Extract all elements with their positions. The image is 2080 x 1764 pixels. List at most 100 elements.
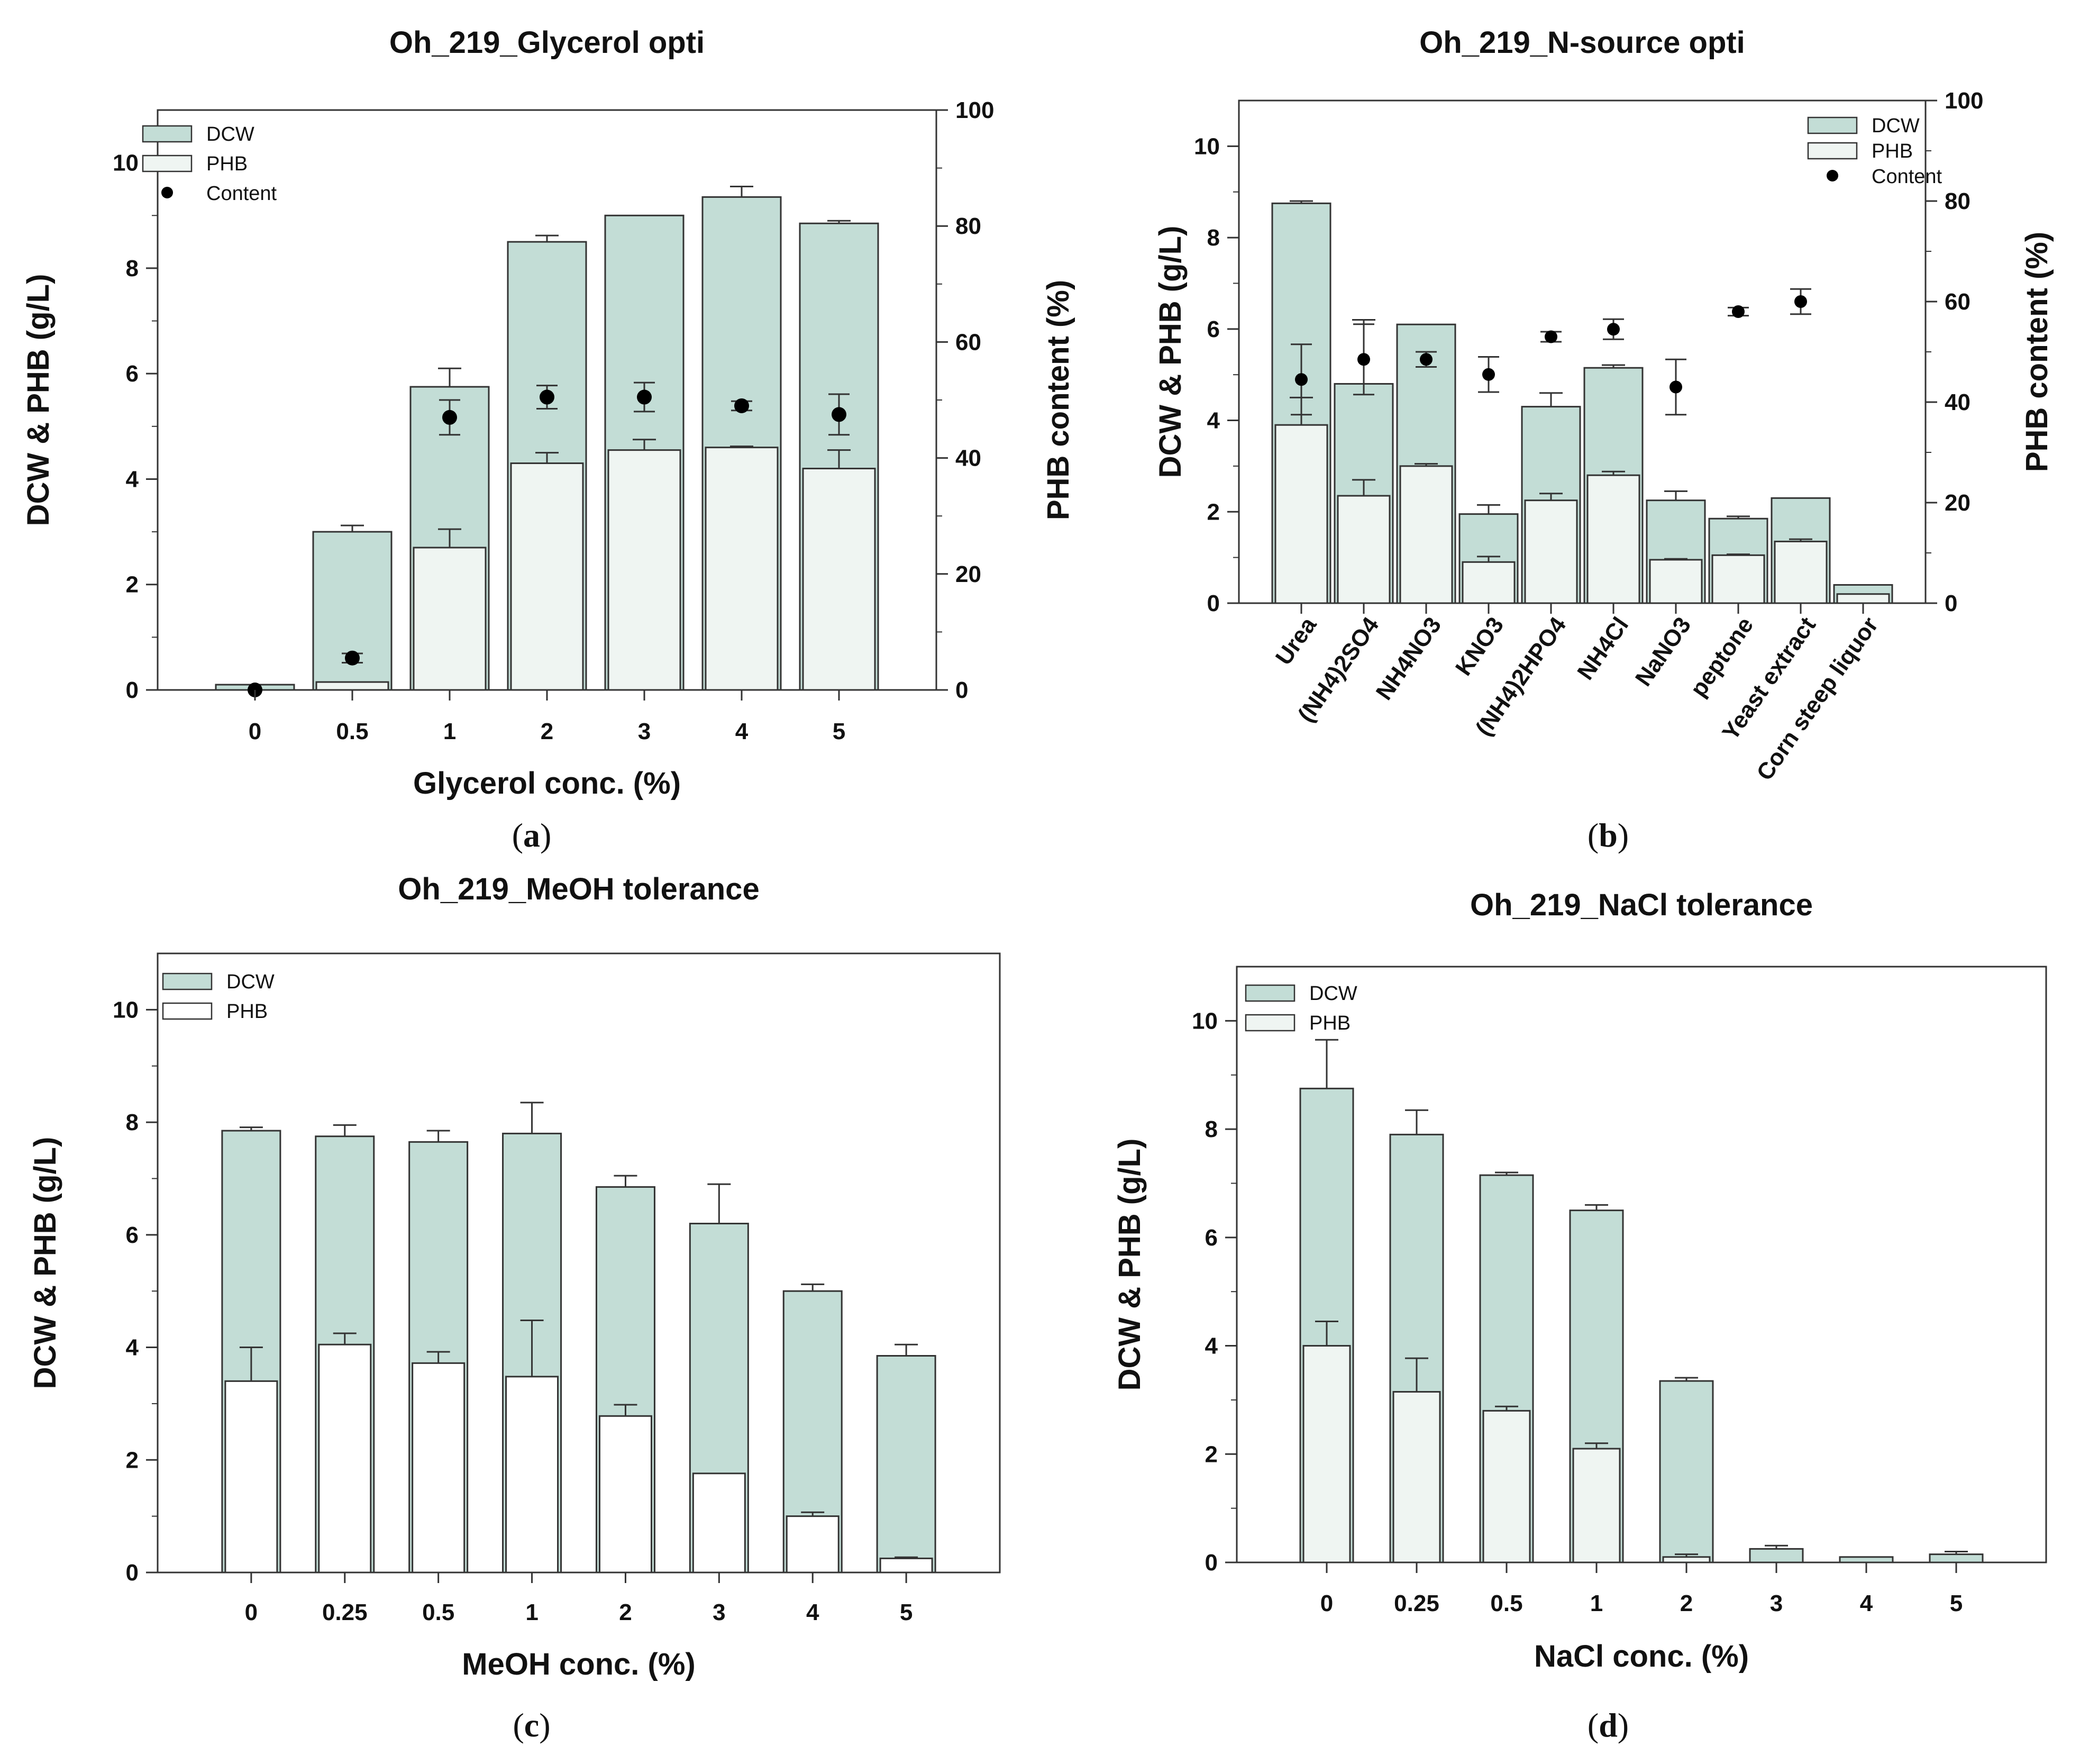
point-content <box>345 650 360 666</box>
x-tick-label: 5 <box>833 719 845 744</box>
y2-tick-label: 100 <box>1945 88 1983 114</box>
bar-phb <box>1711 554 1765 604</box>
x-tick-label: 4 <box>806 1599 819 1625</box>
point-content <box>1607 323 1620 336</box>
legend-swatch-dcw <box>1245 984 1296 1002</box>
x-tick-label: 3 <box>638 719 651 744</box>
bar-phb <box>1462 561 1516 604</box>
bar-phb <box>1649 559 1703 604</box>
panel-label: (a) <box>512 816 552 854</box>
y-tick-label: 0 <box>1205 1550 1218 1576</box>
legend: DCW PHB <box>162 971 275 1023</box>
x-tick-label: Urea <box>1271 612 1322 670</box>
x-axis-label: NaCl conc. (%) <box>1534 1639 1749 1674</box>
y-tick-label: 4 <box>1205 1333 1218 1359</box>
y2-tick-label: 40 <box>1945 389 1970 415</box>
legend-label: DCW <box>206 123 254 146</box>
x-tick-label: 0.5 <box>422 1599 454 1625</box>
chart-title: Oh_219_Glycerol opti <box>389 25 705 60</box>
x-tick-label: 4 <box>1860 1590 1873 1616</box>
x-tick-label: KNO3 <box>1450 613 1509 680</box>
bar-phb <box>1586 474 1640 604</box>
y-tick-label: 8 <box>1207 225 1220 251</box>
bar-phb <box>1524 499 1578 604</box>
y-tick-label: 0 <box>1207 590 1220 616</box>
bar-phb <box>1274 424 1328 604</box>
bar-phb <box>692 1472 746 1574</box>
bar-phb <box>1337 495 1391 604</box>
x-tick-label: 0.25 <box>322 1599 368 1625</box>
point-content <box>832 407 846 422</box>
legend-label: DCW <box>1872 115 1920 137</box>
legend-swatch-phb <box>1245 1014 1296 1032</box>
x-tick-label: NH4Cl <box>1572 613 1634 685</box>
y-tick-label: 2 <box>1207 499 1220 525</box>
bar-dcw <box>876 1355 936 1574</box>
point-content <box>1357 353 1370 366</box>
panel-label: (c) <box>513 1706 550 1744</box>
legend-swatch-phb <box>162 1002 213 1020</box>
bar-phb <box>1392 1391 1441 1563</box>
y-tick-label: 6 <box>126 1222 139 1248</box>
point-content <box>540 389 554 405</box>
legend-label: DCW <box>226 971 275 993</box>
x-axis-label: MeOH conc. (%) <box>462 1647 696 1681</box>
y-tick-label: 10 <box>113 150 139 176</box>
panel-label: (d) <box>1588 1706 1629 1744</box>
legend-label: Content <box>1872 166 1942 188</box>
legend-label: DCW <box>1309 983 1357 1005</box>
chart-title: Oh_219_NaCl tolerance <box>1470 888 1813 922</box>
point-content <box>1670 380 1682 394</box>
x-tick-label: NaNO3 <box>1630 613 1696 691</box>
bar-phb <box>1774 540 1828 604</box>
bar-phb <box>705 447 779 691</box>
bar-phb <box>412 1362 466 1574</box>
panel-label: (b) <box>1588 816 1629 854</box>
y-tick-label: 10 <box>113 997 139 1023</box>
y-tick-label: 10 <box>1192 1008 1218 1034</box>
y2-tick-label: 100 <box>955 97 994 123</box>
bar-dcw <box>312 531 393 691</box>
y-axis-label: DCW & PHB (g/L) <box>28 1137 62 1389</box>
y-tick-label: 0 <box>126 677 139 703</box>
x-tick-label: 1 <box>1590 1590 1603 1616</box>
legend-swatch-content <box>161 187 173 198</box>
y-tick-label: 8 <box>126 256 139 281</box>
y-tick-label: 6 <box>126 361 139 387</box>
chart-title: Oh_219_MeOH tolerance <box>398 872 759 906</box>
point-content <box>1794 295 1807 308</box>
x-tick-label: 1 <box>525 1599 538 1625</box>
legend-swatch-phb <box>1807 142 1858 160</box>
y-axis-label: DCW & PHB (g/L) <box>1153 226 1188 478</box>
x-tick-label: 4 <box>735 719 749 744</box>
point-content <box>1295 373 1308 386</box>
x-tick-label: 2 <box>619 1599 632 1625</box>
y-tick-label: 0 <box>126 1560 139 1586</box>
y-tick-label: 8 <box>1205 1116 1218 1142</box>
x-tick-label: 5 <box>900 1599 913 1625</box>
y2-tick-label: 20 <box>1945 490 1970 516</box>
legend-label: PHB <box>1309 1012 1351 1034</box>
bar-phb <box>786 1515 840 1574</box>
bar-phb <box>224 1380 278 1574</box>
point-content <box>1732 305 1745 318</box>
y-tick-label: 2 <box>126 572 139 598</box>
y-tick-label: 4 <box>126 1335 139 1361</box>
y2-tick-label: 40 <box>955 445 981 471</box>
point-content <box>1482 368 1495 381</box>
bar-phb <box>879 1557 933 1574</box>
bar-phb <box>1572 1448 1621 1563</box>
chart-a: Oh_219_Glycerol opti0246810020406080100P… <box>21 25 1075 854</box>
x-tick-label: 0 <box>249 719 261 744</box>
y-axis-label: DCW & PHB (g/L) <box>1112 1139 1147 1391</box>
y2-axis-label: PHB content (%) <box>2020 232 2054 472</box>
y-tick-label: 2 <box>1205 1441 1218 1467</box>
x-tick-label: 0.25 <box>1394 1590 1439 1616</box>
point-content <box>637 389 652 405</box>
chart-b: Oh_219_N-source opti0246810020406080100P… <box>1153 25 2054 854</box>
legend: DCW PHB <box>1245 983 1357 1034</box>
bar-phb <box>1399 465 1453 604</box>
bar-phb <box>802 468 876 691</box>
